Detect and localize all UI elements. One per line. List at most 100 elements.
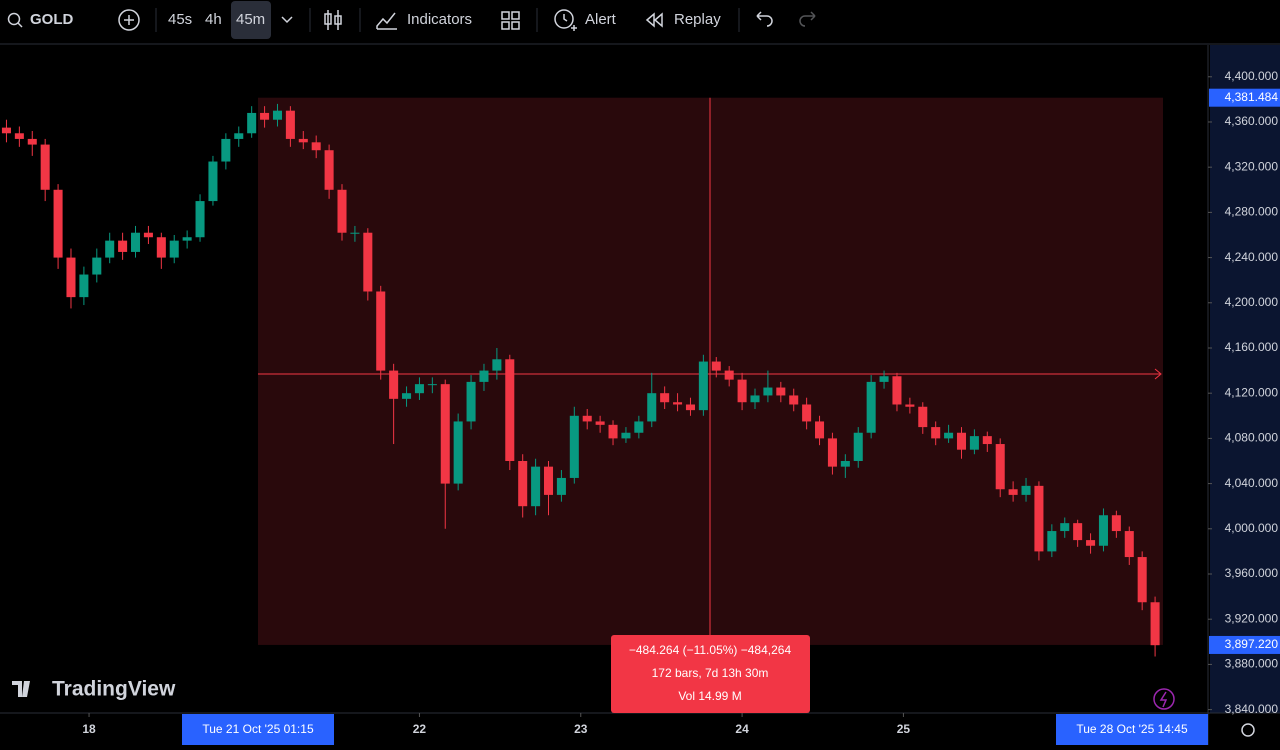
candle-body: [634, 421, 644, 433]
candle-body: [1137, 557, 1147, 603]
candle-body: [1150, 602, 1160, 646]
interval[interactable]: 4h: [205, 11, 222, 28]
candle-body: [982, 436, 992, 445]
add-symbol[interactable]: [118, 9, 140, 31]
candle-body: [995, 444, 1005, 490]
candle-body: [195, 201, 205, 238]
range-stat: Vol 14.99 M: [678, 689, 741, 703]
candle-body: [53, 189, 63, 258]
redo[interactable]: [799, 11, 816, 27]
y-tick-label: 4,200.000: [1225, 295, 1279, 309]
candle-body: [1098, 515, 1108, 546]
candle-body: [105, 240, 115, 258]
candle-body: [711, 361, 721, 371]
interval-active[interactable]: 45m: [236, 11, 265, 28]
price-badge: [1209, 88, 1280, 107]
candle-body: [944, 432, 954, 439]
candle-body: [595, 421, 605, 425]
y-tick-label: 3,960.000: [1225, 566, 1279, 580]
candle-body: [866, 381, 876, 433]
candle-body: [389, 370, 399, 399]
interval-active-bg: [231, 1, 271, 39]
candle-body: [40, 144, 50, 190]
candle-body: [879, 376, 889, 382]
candle-body: [853, 432, 863, 461]
alert-icon[interactable]: [554, 9, 574, 29]
date-badge: [1056, 714, 1208, 745]
candle-body: [298, 138, 308, 143]
candle-body: [621, 432, 631, 439]
replay[interactable]: Replay: [674, 11, 721, 28]
candle-body: [1, 127, 11, 134]
y-tick-label: 4,160.000: [1225, 340, 1279, 354]
y-tick-label: 4,000.000: [1225, 521, 1279, 535]
x-tick-label: 22: [413, 722, 427, 736]
candle-body: [260, 112, 270, 120]
candle-body: [466, 381, 476, 422]
candle-body: [969, 436, 979, 450]
candle-body: [376, 291, 386, 371]
range-stats-box: [611, 635, 810, 713]
candle-body: [156, 237, 166, 258]
interval[interactable]: 45s: [168, 11, 192, 28]
undo[interactable]: [756, 11, 773, 27]
y-tick-label: 4,400.000: [1225, 69, 1279, 83]
candle-body: [750, 395, 760, 403]
candle-body: [337, 189, 347, 233]
candle-body: [234, 133, 244, 139]
chart-type[interactable]: [324, 10, 342, 30]
y-tick-label: 3,840.000: [1225, 702, 1279, 716]
candle-body: [92, 257, 102, 275]
x-tick-label: 18: [82, 722, 96, 736]
y-tick-label: 4,240.000: [1225, 250, 1279, 264]
y-tick-label: 4,120.000: [1225, 385, 1279, 399]
candle-body: [311, 142, 321, 151]
lightning-icon: [1159, 691, 1168, 708]
range-stat: 172 bars, 7d 13h 30m: [652, 666, 769, 680]
alert-icon-detail: [563, 14, 577, 31]
range-axis-highlight: [1210, 45, 1280, 713]
candle-body: [931, 427, 941, 439]
candle-body: [724, 370, 734, 380]
candle-body: [1073, 523, 1083, 541]
candle-body: [698, 361, 708, 411]
candle-body: [79, 274, 89, 298]
candle-body: [479, 370, 489, 382]
candle-body: [918, 406, 928, 428]
toolbar: GOLD 45s 4h 45m Indicators Alert Replay: [0, 1, 1280, 45]
candle-body: [673, 402, 683, 405]
symbol[interactable]: GOLD: [30, 11, 73, 28]
candle-body: [892, 376, 902, 405]
lightning-button[interactable]: [1153, 688, 1175, 710]
y-tick-label: 4,360.000: [1225, 114, 1279, 128]
candle-body: [285, 110, 295, 139]
candle-body: [776, 387, 786, 396]
y-tick-label: 4,320.000: [1225, 159, 1279, 173]
y-tick-label: 4,080.000: [1225, 431, 1279, 445]
candle-body: [737, 379, 747, 403]
date-badge: [182, 714, 334, 745]
candle-body: [1047, 531, 1057, 552]
plot-area: [1, 97, 1163, 657]
candle-body: [840, 460, 850, 467]
search-icon[interactable]: [7, 12, 21, 26]
candle-body: [66, 257, 76, 298]
candle-body: [350, 232, 360, 234]
layouts[interactable]: [501, 11, 520, 30]
y-tick-label: 3,920.000: [1225, 611, 1279, 625]
candle-body: [414, 384, 424, 394]
interval-menu[interactable]: [281, 16, 293, 24]
candle-body: [660, 393, 670, 403]
alert[interactable]: Alert: [585, 11, 617, 28]
candle-body: [324, 150, 334, 190]
indicators-icon[interactable]: [376, 12, 397, 30]
settings[interactable]: [1241, 723, 1255, 737]
candle-body: [905, 404, 915, 407]
price-badge-label: 3,897.220: [1225, 637, 1279, 651]
replay-icon[interactable]: [645, 12, 663, 28]
candle-body: [492, 359, 502, 371]
candle-body: [440, 384, 450, 484]
indicators[interactable]: Indicators: [407, 11, 472, 28]
x-tick-label: 25: [897, 722, 911, 736]
